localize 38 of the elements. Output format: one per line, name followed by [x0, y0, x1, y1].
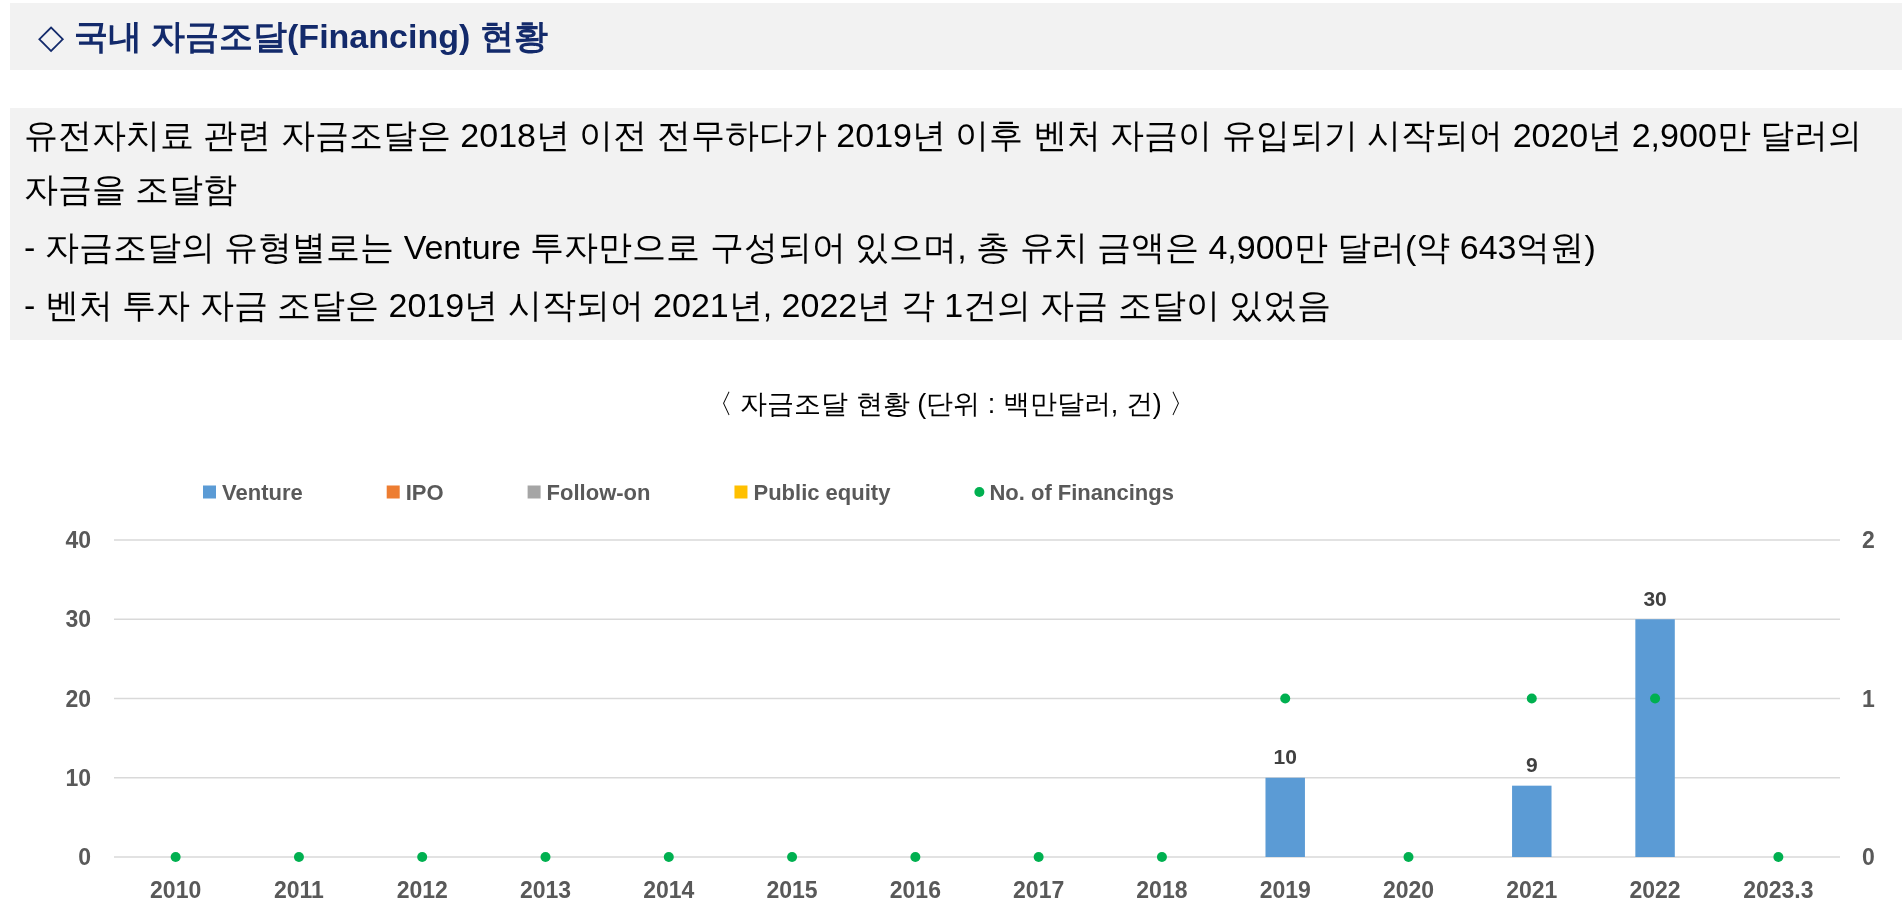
- x-tick-label: 2019: [1259, 877, 1311, 903]
- y2-tick-label: 0: [1862, 844, 1875, 870]
- x-tick-label: 2022: [1629, 877, 1681, 903]
- legend-label: Follow-on: [546, 479, 651, 505]
- data-label: 9: [1525, 753, 1538, 777]
- chart-title: ◇ 국내 자금조달(Financing) 현황: [38, 17, 548, 55]
- x-tick-label: 2013: [519, 877, 572, 903]
- data-label: 30: [1643, 586, 1667, 610]
- y-tick-label: 20: [65, 685, 91, 712]
- x-tick-label: 2016: [889, 877, 941, 903]
- legend-label: No. of Financings: [989, 479, 1174, 505]
- x-tick-label: 2021: [1506, 877, 1558, 903]
- y2-tick-label: 2: [1862, 527, 1875, 553]
- text: 유전자치료 관련 자금조달은 2018년 이전 전무하다가 2019년 이후 벤처 자금이 유입되기 시작되어 2020년 2,900만 달러의 자금을 조달함: [24, 115, 1864, 210]
- x-tick-label: 2010: [150, 877, 202, 903]
- x-tick-label: 2023.3: [1743, 877, 1814, 903]
- x-tick-label: 2018: [1136, 877, 1188, 903]
- legend-label: Venture: [222, 479, 303, 505]
- legend-label: Public equity: [753, 479, 892, 505]
- text: - 자금조달의 유형별로는 Venture 투자만으로 구성되어 있으며, 총 유치 금액은 4,900만 달러(약 643억원): [24, 227, 1597, 268]
- x-tick-label: 2015: [766, 877, 818, 903]
- bar: [1635, 619, 1675, 857]
- y-tick-label: 40: [65, 527, 91, 553]
- chart-subtitle: 〈 자금조달 현황 (단위 : 백만달러, 건) 〉: [705, 389, 1197, 419]
- x-tick-label: 2011: [273, 877, 325, 903]
- bar: [1512, 785, 1552, 857]
- y-tick-label: 10: [65, 764, 91, 791]
- x-tick-label: 2017: [1013, 877, 1065, 903]
- legend-label: IPO: [405, 479, 444, 505]
- x-tick-label: 2020: [1382, 877, 1435, 903]
- y2-tick-label: 1: [1862, 685, 1875, 712]
- data-label: 10: [1273, 745, 1297, 769]
- x-tick-label: 2014: [643, 877, 695, 903]
- x-tick-label: 2012: [396, 877, 448, 903]
- y-tick-label: 0: [78, 844, 91, 870]
- y-tick-label: 30: [65, 606, 91, 633]
- bar: [1265, 777, 1305, 857]
- text: - 벤처 투자 자금 조달은 2019년 시작되어 2021년, 2022년 각 1건의 자금 조달이 있었음: [24, 285, 1333, 326]
